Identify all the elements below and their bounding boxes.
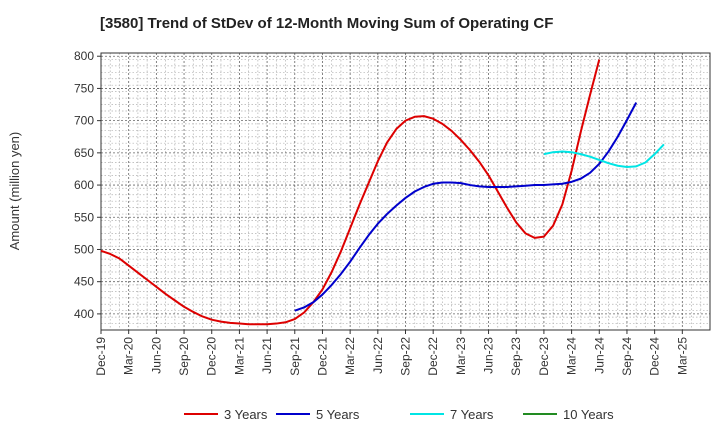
x-tick-label: Mar-25: [675, 337, 689, 375]
x-tick-label: Jun-24: [592, 337, 606, 374]
y-tick-label: 650: [74, 146, 94, 160]
x-tick-label: Sep-20: [177, 337, 191, 376]
x-tick-label: Dec-19: [94, 337, 108, 376]
x-tick-label: Dec-23: [537, 337, 551, 376]
x-tick-label: Sep-24: [620, 337, 634, 376]
x-tick-label: Dec-22: [426, 337, 440, 376]
x-tick-label: Mar-23: [454, 337, 468, 375]
legend-label: 10 Years: [563, 407, 614, 422]
y-tick-label: 500: [74, 242, 94, 256]
y-tick-label: 750: [74, 81, 94, 95]
y-tick-label: 550: [74, 210, 94, 224]
x-tick-label: Jun-20: [149, 337, 163, 374]
x-tick-label: Dec-21: [315, 337, 329, 376]
series-line-3-years: [100, 59, 601, 326]
y-tick-label: 450: [74, 275, 94, 289]
x-tick-label: Jun-21: [260, 337, 274, 374]
x-tick-label: Dec-24: [648, 337, 662, 376]
x-tick-label: Mar-24: [565, 337, 579, 375]
series-line-7-years: [543, 143, 665, 169]
plot-frame: [100, 52, 711, 331]
series-line-5-years: [294, 102, 638, 312]
legend-label: 7 Years: [450, 407, 494, 422]
x-tick-label: Mar-21: [232, 337, 246, 375]
legend-label: 5 Years: [316, 407, 360, 422]
x-tick-label: Jun-23: [482, 337, 496, 374]
y-tick-label: 400: [74, 307, 94, 321]
x-tick-label: Sep-21: [288, 337, 302, 376]
y-tick-label: 700: [74, 114, 94, 128]
y-tick-label: 600: [74, 178, 94, 192]
plot-area: Dec-19 Mar-20 Jun-20 Sep-20 Dec-20 Mar-21 Jun-…: [74, 49, 711, 376]
x-tick-label: Jun-22: [371, 337, 385, 374]
legend: 3 Years 5 Years 7 Years 10 Years: [184, 407, 614, 422]
chart-title: [3580] Trend of StDev of 12-Month Moving…: [100, 15, 553, 32]
x-tick-label: Mar-22: [343, 337, 357, 375]
y-tick-label: 800: [74, 49, 94, 63]
legend-label: 3 Years: [224, 407, 268, 422]
x-tick-label: Mar-20: [122, 337, 136, 375]
x-tick-label: Sep-22: [399, 337, 413, 376]
x-tick-label: Dec-20: [205, 337, 219, 376]
x-tick-label: Sep-23: [509, 337, 523, 376]
y-axis-label: Amount (million yen): [7, 132, 22, 251]
